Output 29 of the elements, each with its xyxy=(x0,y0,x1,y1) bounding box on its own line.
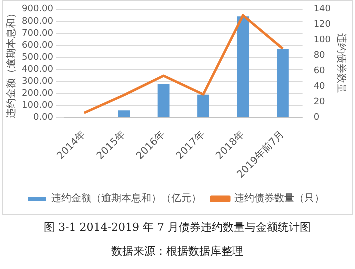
y-tick-label: 300.00 xyxy=(22,77,54,88)
y-tick-label: 400.00 xyxy=(22,64,54,75)
y-axis-title: 违约金额（逾期本息和） xyxy=(6,8,18,119)
bar xyxy=(198,94,210,118)
bar xyxy=(237,16,250,118)
source-note: 数据来源：根据数据库整理 xyxy=(110,244,244,260)
y-tick-label: 0.00 xyxy=(33,113,54,124)
bar xyxy=(118,110,130,118)
y-tick-label: 800.00 xyxy=(22,16,54,27)
y-tick-label: 200.00 xyxy=(22,89,54,100)
y2-tick-label: 100 xyxy=(314,36,332,46)
y2-tick-label: 60 xyxy=(314,66,326,77)
y2-tick-label: 120 xyxy=(314,20,332,30)
y2-tick-label: 40 xyxy=(314,82,326,92)
bar xyxy=(277,49,289,118)
y-tick-label: 500.00 xyxy=(22,52,54,63)
y2-tick-label: 80 xyxy=(314,51,326,62)
text: 图 3-1 2014-2019 年 7 月债券违约数量与金额统计图 xyxy=(43,220,312,236)
y-tick-label: 100.00 xyxy=(22,101,54,112)
y2-tick-label: 140 xyxy=(314,4,332,15)
y-tick-label: 600.00 xyxy=(22,40,54,51)
y-tick-label: 900.00 xyxy=(22,4,54,15)
y2-tick-label: 20 xyxy=(314,98,326,108)
legend-label: 违约金额（逾期本息和）（亿元） xyxy=(52,192,202,205)
bar xyxy=(158,84,170,118)
y2-tick-label: 0 xyxy=(314,113,320,124)
y2-axis-title: 违约债券数量 xyxy=(335,34,348,94)
legend-label: 违约债券数量（只） xyxy=(234,192,324,205)
y-tick-label: 700.00 xyxy=(22,28,54,39)
